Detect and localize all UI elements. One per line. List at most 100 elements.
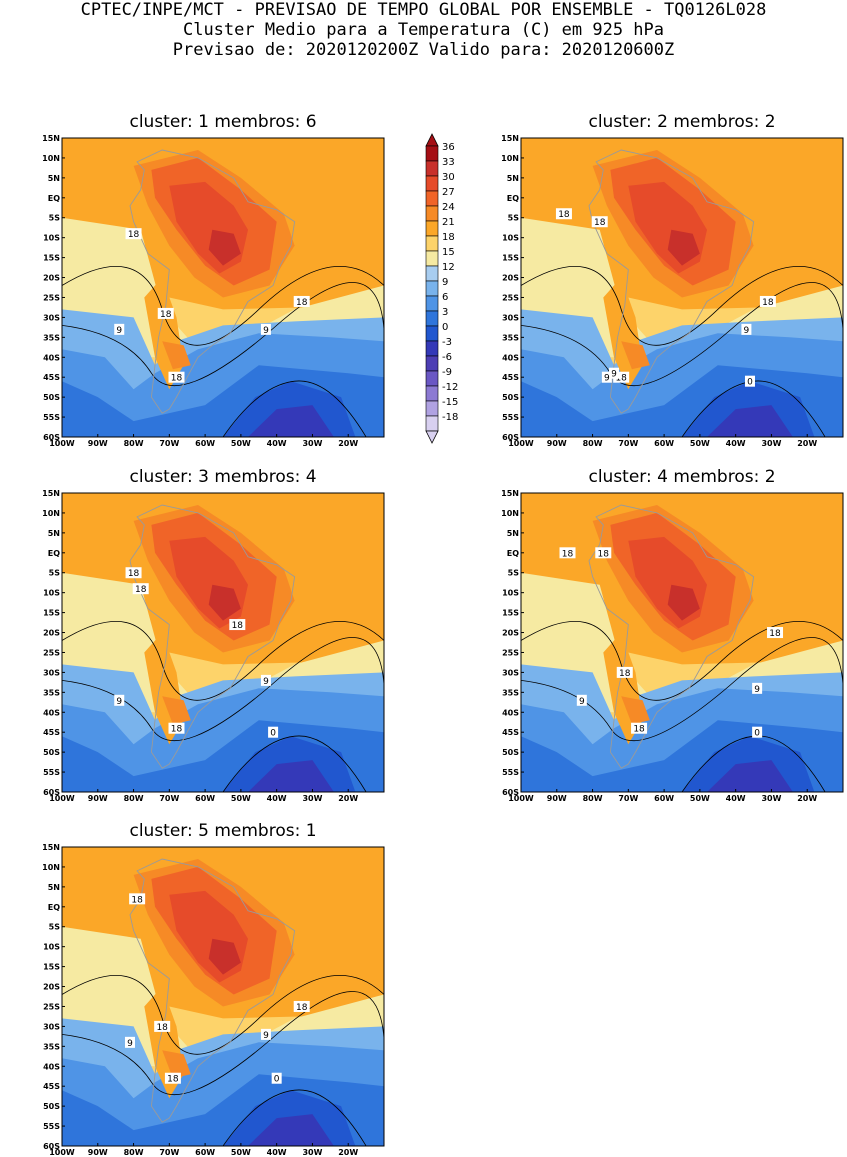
- lat-label: 55S: [43, 1122, 60, 1131]
- lat-label: 15S: [43, 963, 60, 972]
- lat-label: 60S: [43, 1142, 60, 1151]
- lat-label: 55S: [502, 413, 519, 422]
- temperature-band-33: [208, 229, 241, 266]
- contour-label: 18: [128, 230, 140, 240]
- lon-label: 100W: [508, 439, 534, 448]
- colorbar-label: 27: [442, 187, 455, 198]
- lon-label: 60W: [195, 439, 215, 448]
- lon-label: 100W: [49, 439, 75, 448]
- colorbar-label: 6: [442, 292, 448, 303]
- lat-label: 10N: [501, 154, 519, 163]
- lat-label: 10S: [43, 589, 60, 598]
- lon-label: 40W: [726, 794, 746, 803]
- lat-label: 40S: [43, 708, 60, 717]
- lat-label: 15S: [43, 609, 60, 618]
- lat-label: 35S: [43, 333, 60, 342]
- lon-label: 90W: [88, 794, 108, 803]
- lat-label: 45S: [43, 373, 60, 382]
- lon-label: 90W: [547, 439, 567, 448]
- lat-label: 30S: [502, 668, 519, 677]
- colorbar-label: 21: [442, 217, 455, 228]
- contour-label: 9: [754, 685, 760, 695]
- contour-label: 18: [633, 725, 645, 735]
- lat-label: 40S: [43, 353, 60, 362]
- colorbar-swatch: [425, 265, 439, 282]
- lat-label: 30S: [502, 313, 519, 322]
- lat-label: 10S: [43, 234, 60, 243]
- lat-label: 10S: [502, 589, 519, 598]
- lon-label: 50W: [231, 1148, 251, 1157]
- lon-label: 30W: [302, 794, 322, 803]
- lon-label: 60W: [654, 439, 674, 448]
- colorbar-swatch: [425, 385, 439, 402]
- contour-label: 9: [579, 697, 585, 707]
- lat-label: 15N: [42, 489, 60, 498]
- lon-label: 40W: [267, 1148, 287, 1157]
- lat-label: 25S: [43, 1002, 60, 1011]
- colorbar-swatch: [425, 280, 439, 297]
- lon-label: 70W: [159, 439, 179, 448]
- lat-label: 5N: [48, 174, 60, 183]
- colorbar-swatch: [425, 370, 439, 387]
- contour-label: 18: [135, 585, 147, 595]
- contour-label: 18: [558, 210, 570, 220]
- lat-label: 10N: [501, 509, 519, 518]
- colorbar-label: -6: [442, 352, 452, 363]
- contour-label: 18: [762, 298, 774, 308]
- header-line-2: Cluster Medio para a Temperatura (C) em …: [182, 20, 665, 40]
- map-panel-2: 18181899189015N10N5NEQ5S10S15S20S25S30S3…: [501, 134, 844, 448]
- lon-label: 50W: [690, 794, 710, 803]
- colorbar-label: 0: [442, 322, 448, 333]
- lat-label: 50S: [43, 748, 60, 757]
- lat-label: 20S: [502, 629, 519, 638]
- lat-label: 15N: [501, 134, 519, 143]
- colorbar-swatch: [425, 250, 439, 267]
- lon-label: 90W: [88, 1148, 108, 1157]
- lat-label: 50S: [43, 1102, 60, 1111]
- colorbar-swatch: [425, 295, 439, 312]
- colorbar-bottom-arrow: [425, 430, 439, 444]
- lat-label: 40S: [43, 1062, 60, 1071]
- contour-label: 9: [263, 326, 269, 336]
- colorbar-label: -15: [442, 397, 458, 408]
- colorbar-label: 15: [442, 247, 455, 258]
- lon-label: 20W: [338, 439, 358, 448]
- lon-label: 80W: [124, 1148, 144, 1157]
- lat-label: 45S: [502, 728, 519, 737]
- contour-label: 9: [263, 1031, 269, 1041]
- lat-label: 40S: [502, 708, 519, 717]
- lon-label: 90W: [88, 439, 108, 448]
- coastline: [129, 504, 296, 769]
- contour-label: 18: [160, 310, 172, 320]
- contour-label: 18: [232, 621, 244, 631]
- lat-label: 20S: [43, 983, 60, 992]
- panel-title-4: cluster: 4 membros: 2: [588, 467, 776, 487]
- lon-label: 50W: [231, 794, 251, 803]
- lat-label: 10S: [43, 943, 60, 952]
- lat-label: 30S: [43, 668, 60, 677]
- contour-label: 18: [619, 669, 631, 679]
- contour-label: 9: [263, 677, 269, 687]
- lon-label: 40W: [726, 439, 746, 448]
- colorbar-swatch: [425, 340, 439, 357]
- header-line-1: CPTEC/INPE/MCT - PREVISAO DE TEMPO GLOBA…: [80, 0, 767, 20]
- temperature-band-24: [162, 341, 191, 370]
- contour-label: 18: [594, 218, 606, 228]
- temperature-band--3: [248, 405, 334, 437]
- lat-label: EQ: [48, 194, 60, 203]
- contour-label: 0: [747, 378, 753, 388]
- lat-label: 45S: [43, 728, 60, 737]
- panel-title-1: cluster: 1 membros: 6: [129, 112, 317, 132]
- lon-label: 90W: [547, 794, 567, 803]
- lon-label: 50W: [231, 439, 251, 448]
- temperature-band-33: [667, 229, 700, 266]
- lat-label: 30S: [43, 313, 60, 322]
- colorbar-label: 36: [442, 142, 455, 153]
- lat-label: 55S: [43, 768, 60, 777]
- panel-title-5: cluster: 5 membros: 1: [129, 821, 317, 841]
- lat-label: 20S: [43, 629, 60, 638]
- lat-label: 5S: [49, 214, 61, 223]
- panel-title-2: cluster: 2 membros: 2: [588, 112, 776, 132]
- colorbar-label: -9: [442, 367, 452, 378]
